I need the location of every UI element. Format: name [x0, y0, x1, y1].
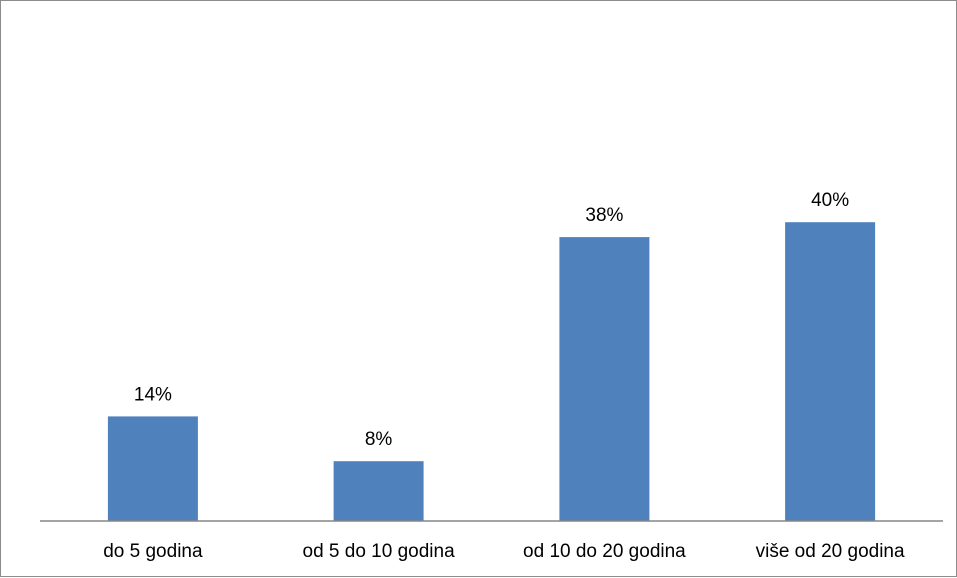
x-tick-label-1: do 5 godina	[103, 541, 203, 562]
bars-group	[107, 222, 876, 521]
data-labels-group: 14% 8% 38% 40%	[134, 190, 849, 450]
x-tick-label-2: od 5 do 10 godina	[303, 541, 456, 562]
bar-4	[785, 222, 876, 521]
data-label-3: 38%	[585, 205, 623, 226]
bar-3	[559, 237, 650, 521]
x-tick-label-3: od 10 do 20 godina	[523, 541, 686, 562]
bar-1	[107, 416, 198, 521]
data-label-4: 40%	[811, 190, 849, 211]
data-label-1: 14%	[134, 384, 172, 405]
x-tick-labels-group: do 5 godina od 5 do 10 godina od 10 do 20 …	[103, 541, 905, 562]
x-tick-label-4: više od 20 godina	[756, 541, 905, 562]
data-label-2: 8%	[365, 429, 393, 450]
bar-2	[333, 461, 424, 521]
